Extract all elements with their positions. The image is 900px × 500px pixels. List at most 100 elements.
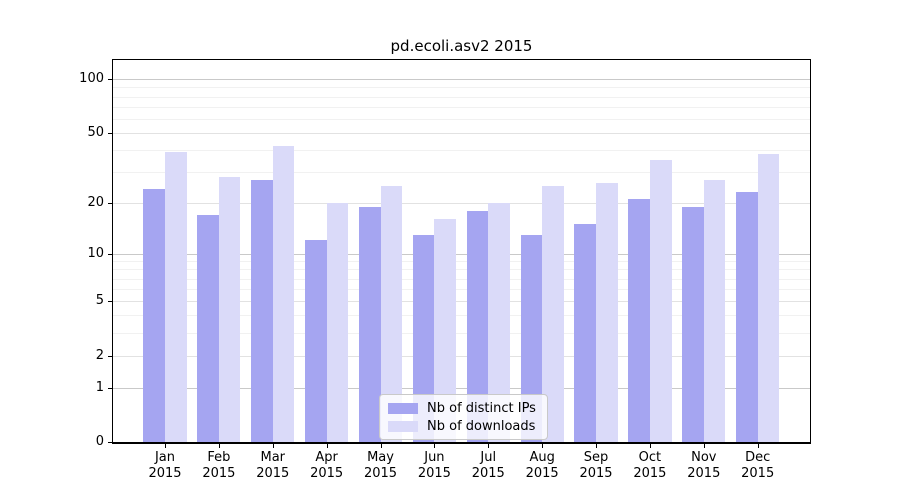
bar-downloads-feb bbox=[218, 177, 241, 442]
x-tick-year: 2015 bbox=[202, 466, 236, 481]
gridline bbox=[113, 333, 810, 335]
gridline bbox=[113, 301, 810, 303]
x-tick-month: May bbox=[367, 450, 394, 465]
gridline bbox=[113, 261, 810, 262]
gridline bbox=[113, 118, 810, 120]
x-tick-mark bbox=[434, 444, 436, 448]
y-tick-label: 100 bbox=[79, 71, 104, 87]
x-tick-year: 2015 bbox=[417, 466, 451, 481]
gridline bbox=[113, 289, 810, 291]
y-tick-mark bbox=[108, 202, 112, 204]
x-tick-label-dec: Dec 2015 bbox=[728, 450, 788, 482]
bar-distinct-ips-nov bbox=[682, 206, 704, 442]
bar-downloads-jul bbox=[488, 202, 510, 442]
legend-label-distinct-ips: Nb of distinct IPs bbox=[427, 400, 536, 416]
bar-downloads-sep bbox=[596, 182, 618, 442]
bar-distinct-ips-apr bbox=[305, 240, 327, 442]
bar-downloads-jun bbox=[434, 219, 456, 442]
bar-downloads-aug bbox=[542, 185, 564, 442]
gridline bbox=[113, 172, 810, 174]
gridline bbox=[113, 87, 810, 89]
y-tick-label: 2 bbox=[95, 347, 104, 363]
x-tick-year: 2015 bbox=[148, 466, 182, 481]
bar-distinct-ips-jan bbox=[143, 188, 165, 442]
x-tick-mark bbox=[272, 444, 274, 448]
bar-distinct-ips-oct bbox=[628, 199, 650, 442]
plot-area: Nb of distinct IPs Nb of downloads bbox=[112, 59, 811, 444]
x-tick-mark bbox=[165, 444, 166, 448]
bar-distinct-ips-may bbox=[358, 206, 381, 442]
x-tick-mark bbox=[703, 444, 705, 448]
x-tick-mark bbox=[757, 444, 759, 448]
x-tick-label-nov: Nov 2015 bbox=[674, 450, 734, 482]
x-tick-label-jan: Jan 2015 bbox=[135, 450, 195, 482]
y-tick-label: 1 bbox=[95, 379, 104, 395]
y-tick-mark bbox=[108, 442, 112, 443]
x-tick-month: Dec bbox=[745, 450, 771, 465]
y-tick-label: 20 bbox=[87, 194, 104, 210]
bar-downloads-apr bbox=[326, 202, 349, 442]
x-tick-mark bbox=[488, 444, 490, 448]
y-tick-label: 0 bbox=[95, 434, 104, 449]
x-tick-year: 2015 bbox=[471, 466, 505, 481]
x-tick-year: 2015 bbox=[579, 466, 613, 481]
legend-swatch-downloads bbox=[388, 420, 418, 432]
x-tick-mark bbox=[542, 444, 544, 448]
x-tick-year: 2015 bbox=[687, 466, 721, 481]
y-tick-mark bbox=[108, 79, 112, 81]
bar-distinct-ips-sep bbox=[574, 224, 597, 442]
bar-distinct-ips-jul bbox=[466, 210, 489, 442]
y-tick-label: 5 bbox=[95, 293, 104, 309]
gridline bbox=[113, 132, 810, 134]
bar-downloads-may bbox=[380, 185, 403, 442]
bar-downloads-mar bbox=[272, 146, 295, 442]
x-tick-label-mar: Mar 2015 bbox=[243, 450, 303, 482]
gridline bbox=[113, 96, 810, 98]
x-tick-month: Nov bbox=[691, 450, 717, 465]
legend-swatch-distinct-ips bbox=[388, 402, 418, 414]
x-tick-label-apr: Apr 2015 bbox=[297, 450, 357, 482]
x-tick-mark bbox=[649, 444, 651, 448]
x-tick-label-may: May 2015 bbox=[351, 450, 411, 482]
y-tick-label: 50 bbox=[87, 124, 104, 140]
x-tick-month: Sep bbox=[583, 450, 609, 465]
x-tick-year: 2015 bbox=[633, 466, 667, 481]
gridline bbox=[113, 315, 810, 317]
legend-label-downloads: Nb of downloads bbox=[427, 418, 536, 434]
bar-distinct-ips-aug bbox=[520, 234, 543, 442]
x-tick-label-sep: Sep 2015 bbox=[566, 450, 626, 482]
x-tick-month: Jan bbox=[154, 450, 176, 465]
bar-downloads-jan bbox=[165, 152, 187, 442]
legend-item-downloads: Nb of downloads bbox=[388, 418, 539, 434]
x-tick-year: 2015 bbox=[256, 466, 290, 481]
gridline bbox=[113, 106, 810, 108]
y-tick-mark bbox=[108, 132, 112, 134]
x-tick-mark bbox=[218, 444, 220, 448]
x-tick-mark bbox=[326, 444, 328, 448]
bar-distinct-ips-feb bbox=[197, 214, 219, 442]
x-tick-label-oct: Oct 2015 bbox=[620, 450, 680, 482]
x-tick-month: Feb bbox=[207, 450, 231, 465]
x-tick-mark bbox=[596, 444, 598, 448]
x-tick-month: Jul bbox=[480, 450, 497, 465]
gridline bbox=[113, 79, 810, 81]
gridline bbox=[113, 269, 810, 271]
chart-title: pd.ecoli.asv2 2015 bbox=[390, 37, 533, 55]
x-tick-year: 2015 bbox=[363, 466, 398, 481]
gridline bbox=[113, 355, 810, 357]
x-tick-year: 2015 bbox=[525, 466, 559, 481]
gridline bbox=[113, 253, 810, 255]
bar-downloads-nov bbox=[703, 180, 726, 442]
x-tick-month: Aug bbox=[529, 450, 555, 465]
y-tick-mark bbox=[108, 355, 112, 357]
gridline bbox=[113, 278, 810, 280]
bar-distinct-ips-mar bbox=[251, 180, 273, 442]
gridline bbox=[113, 387, 810, 389]
gridline bbox=[113, 150, 810, 152]
y-tick-mark bbox=[108, 301, 112, 303]
x-tick-label-jul: Jul 2015 bbox=[458, 450, 518, 482]
y-tick-mark bbox=[108, 387, 112, 389]
x-tick-label-aug: Aug 2015 bbox=[512, 450, 572, 482]
bar-downloads-oct bbox=[649, 160, 672, 442]
